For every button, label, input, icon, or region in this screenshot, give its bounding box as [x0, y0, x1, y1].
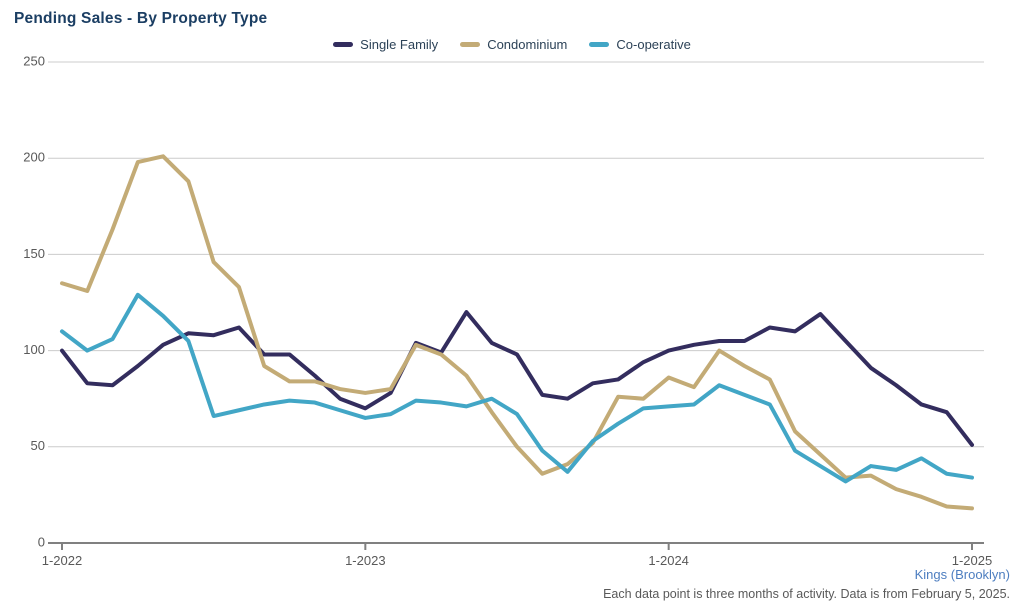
- co-operative-swatch-icon: [589, 42, 610, 47]
- single-family-swatch-icon: [333, 42, 354, 47]
- y-axis-label: 250: [23, 53, 45, 68]
- y-axis-label: 150: [23, 246, 45, 261]
- legend-label: Single Family: [360, 37, 439, 52]
- series-line-single-family: [60, 310, 974, 447]
- legend-label: Condominium: [487, 37, 568, 52]
- y-axis-label: 100: [23, 342, 45, 357]
- y-axis-label: 200: [23, 150, 45, 165]
- y-axis-label: 50: [31, 438, 45, 453]
- series-line-co-operative: [60, 292, 974, 484]
- x-axis-label: 1-2022: [42, 553, 82, 568]
- x-axis-label: 1-2023: [345, 553, 385, 568]
- chart-footnote: Each data point is three months of activ…: [603, 587, 1010, 601]
- x-axis-label: 1-2024: [648, 553, 688, 568]
- condominium-swatch-icon: [460, 42, 481, 47]
- legend-label: Co-operative: [616, 37, 691, 52]
- legend-item-co-operative[interactable]: Co-operative: [589, 37, 691, 52]
- legend-item-single-family[interactable]: Single Family: [333, 37, 438, 52]
- region-label: Kings (Brooklyn): [914, 567, 1010, 582]
- chart-legend: Single Family Condominium Co-operative: [0, 37, 1024, 52]
- series-line-condominium: [60, 154, 974, 511]
- x-axis-label: 1-2025: [952, 553, 992, 568]
- page-title: Pending Sales - By Property Type: [14, 10, 268, 27]
- legend-item-condominium[interactable]: Condominium: [460, 37, 567, 52]
- y-axis-label: 0: [38, 534, 45, 549]
